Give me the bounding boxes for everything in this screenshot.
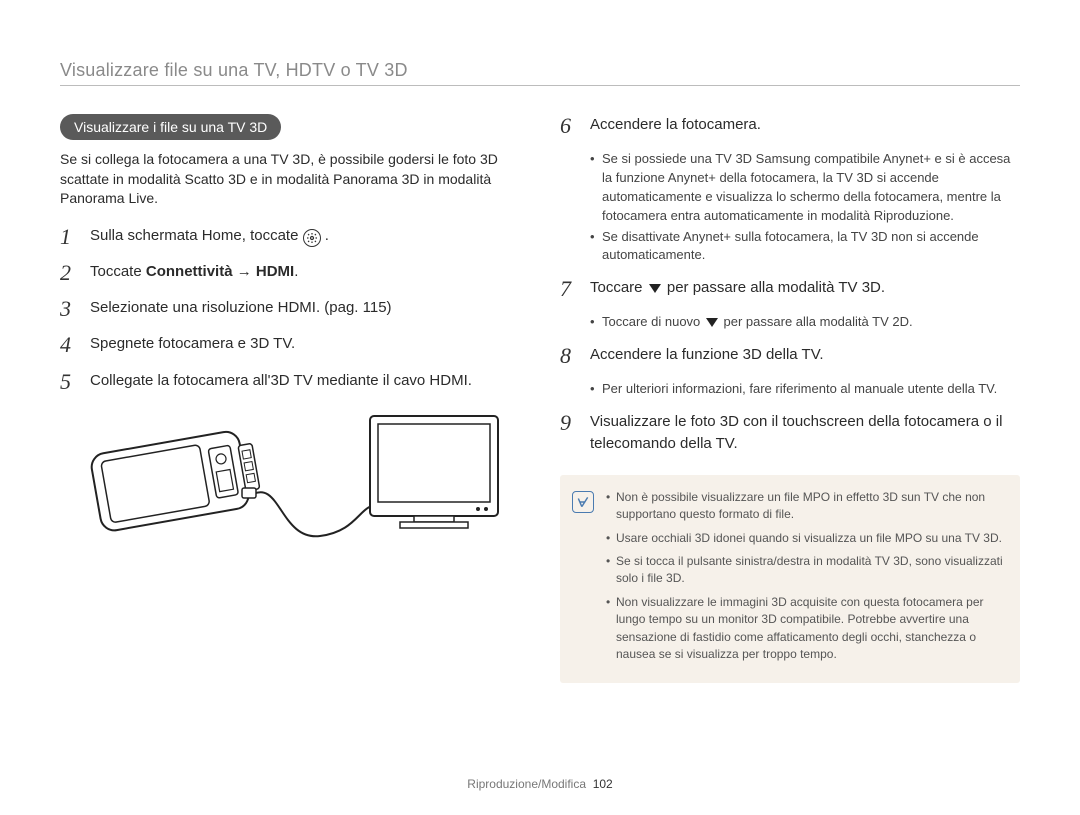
step-text: Selezionate una risoluzione HDMI. (pag. … — [90, 297, 520, 319]
step-6: 6 Accendere la fotocamera. — [560, 114, 1020, 138]
down-triangle-icon — [649, 284, 661, 293]
step-text: Collegate la fotocamera all'3D TV median… — [90, 370, 520, 392]
step-5: 5 Collegate la fotocamera all'3D TV medi… — [60, 370, 520, 394]
page-footer: Riproduzione/Modifica 102 — [0, 777, 1080, 791]
section-pill: Visualizzare i file su una TV 3D — [60, 114, 281, 140]
step-number: 5 — [60, 370, 80, 394]
step-number: 1 — [60, 225, 80, 249]
bullet-post: per passare alla modalità TV 2D. — [720, 314, 913, 329]
step-text: Sulla schermata Home, toccate . — [90, 225, 520, 247]
note-list: Non è possibile visualizzare un file MPO… — [606, 489, 1004, 670]
step-number: 9 — [560, 411, 580, 435]
step-text: Visualizzare le foto 3D con il touchscre… — [590, 411, 1020, 455]
step-text: Toccare per passare alla modalità TV 3D. — [590, 277, 1020, 299]
right-column: 6 Accendere la fotocamera. Se si possied… — [560, 114, 1020, 683]
note-item: Se si tocca il pulsante sinistra/destra … — [606, 553, 1004, 588]
step-7: 7 Toccare per passare alla modalità TV 3… — [560, 277, 1020, 301]
step-number: 3 — [60, 297, 80, 321]
step-6-bullets: Se si possiede una TV 3D Samsung compati… — [590, 150, 1020, 265]
step-number: 7 — [560, 277, 580, 301]
step-8-bullets: Per ulteriori informazioni, fare riferim… — [590, 380, 1020, 399]
step-9: 9 Visualizzare le foto 3D con il touchsc… — [560, 411, 1020, 455]
bullet-pre: Toccare di nuovo — [602, 314, 704, 329]
connection-illustration — [60, 406, 520, 576]
step-text-post: . — [325, 227, 329, 244]
step-8: 8 Accendere la funzione 3D della TV. — [560, 344, 1020, 368]
step-number: 2 — [60, 261, 80, 285]
settings-icon — [303, 229, 321, 247]
bullet-item: Toccare di nuovo per passare alla modali… — [590, 313, 1020, 332]
step-4: 4 Spegnete fotocamera e 3D TV. — [60, 333, 520, 357]
step-2: 2 Toccate Connettività → HDMI. — [60, 261, 520, 285]
header-rule — [60, 85, 1020, 86]
footer-page-number: 102 — [593, 777, 613, 791]
note-icon — [572, 491, 594, 513]
note-box: Non è possibile visualizzare un file MPO… — [560, 475, 1020, 684]
step-number: 4 — [60, 333, 80, 357]
down-triangle-icon — [706, 318, 718, 327]
footer-section: Riproduzione/Modifica — [467, 777, 586, 791]
note-item: Non è possibile visualizzare un file MPO… — [606, 489, 1004, 524]
step-1: 1 Sulla schermata Home, toccate . — [60, 225, 520, 249]
camera-tv-diagram — [70, 406, 510, 576]
step-7-bullets: Toccare di nuovo per passare alla modali… — [590, 313, 1020, 332]
note-item: Non visualizzare le immagini 3D acquisit… — [606, 594, 1004, 664]
intro-paragraph: Se si collega la fotocamera a una TV 3D,… — [60, 150, 520, 209]
content-columns: Visualizzare i file su una TV 3D Se si c… — [60, 114, 1020, 683]
step-text: Toccate Connettività → HDMI. — [90, 261, 520, 283]
note-item: Usare occhiali 3D idonei quando si visua… — [606, 530, 1004, 547]
bullet-item: Per ulteriori informazioni, fare riferim… — [590, 380, 1020, 399]
bullet-item: Se si possiede una TV 3D Samsung compati… — [590, 150, 1020, 225]
left-column: Visualizzare i file su una TV 3D Se si c… — [60, 114, 520, 683]
step-text: Spegnete fotocamera e 3D TV. — [90, 333, 520, 355]
step-number: 8 — [560, 344, 580, 368]
step-text-pre: Sulla schermata Home, toccate — [90, 227, 303, 244]
step-text-post: per passare alla modalità TV 3D. — [663, 279, 885, 296]
step-text-pre: Toccare — [590, 279, 647, 296]
bullet-item: Se disattivate Anynet+ sulla fotocamera,… — [590, 228, 1020, 266]
step-text: Accendere la fotocamera. — [590, 114, 1020, 136]
step-number: 6 — [560, 114, 580, 138]
step-3: 3 Selezionate una risoluzione HDMI. (pag… — [60, 297, 520, 321]
page-header-title: Visualizzare file su una TV, HDTV o TV 3… — [60, 60, 1020, 81]
step-text: Accendere la funzione 3D della TV. — [590, 344, 1020, 366]
